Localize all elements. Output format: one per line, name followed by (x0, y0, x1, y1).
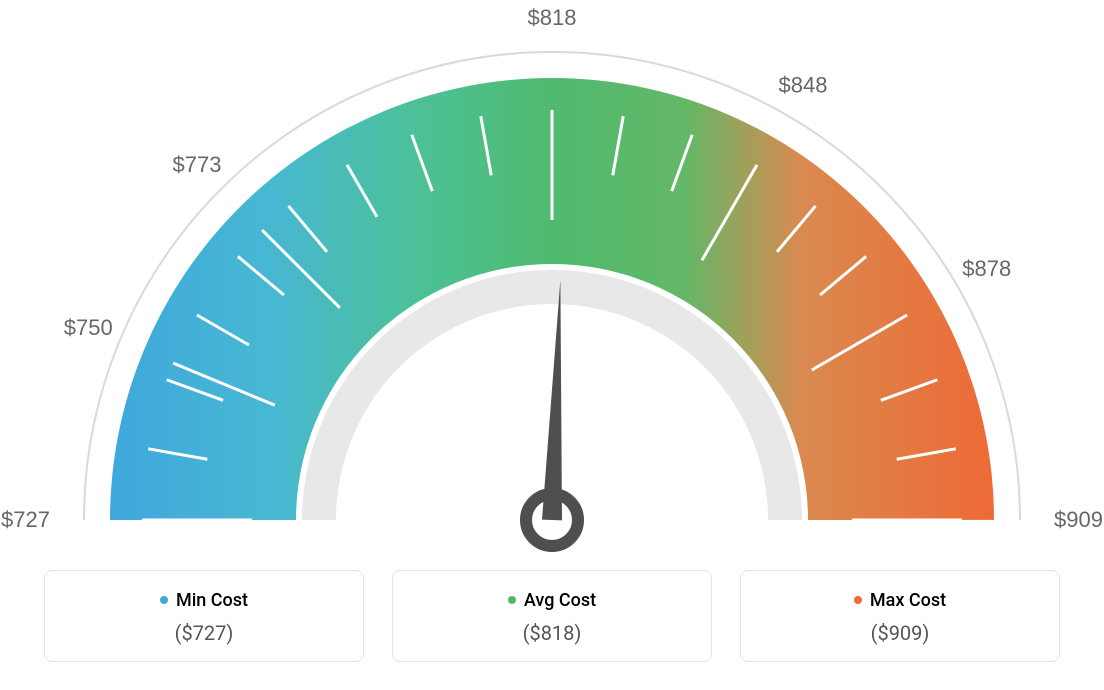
svg-text:$773: $773 (173, 152, 222, 177)
legend-max-label-wrap: Max Cost (854, 590, 946, 611)
svg-text:$878: $878 (962, 256, 1011, 281)
svg-text:$909: $909 (1054, 507, 1103, 532)
svg-text:$727: $727 (1, 507, 50, 532)
svg-text:$818: $818 (528, 5, 577, 30)
legend-avg-dot (508, 596, 516, 604)
legend-max-dot (854, 596, 862, 604)
legend-avg: Avg Cost ($818) (392, 570, 712, 662)
legend-avg-value: ($818) (403, 621, 701, 645)
gauge-svg: $727 $750 $773 $818 $848 $878 $909 (0, 0, 1104, 560)
legend-max: Max Cost ($909) (740, 570, 1060, 662)
svg-text:$750: $750 (64, 315, 113, 340)
legend-max-label: Max Cost (870, 590, 946, 611)
legend-min-label-wrap: Min Cost (160, 590, 248, 611)
legend-avg-label: Avg Cost (524, 590, 596, 611)
legend-min-label: Min Cost (176, 590, 248, 611)
svg-text:$848: $848 (779, 72, 828, 97)
legend-min-dot (160, 596, 168, 604)
gauge-chart: $727 $750 $773 $818 $848 $878 $909 (0, 0, 1104, 560)
legend-row: Min Cost ($727) Avg Cost ($818) Max Cost… (0, 570, 1104, 662)
legend-max-value: ($909) (751, 621, 1049, 645)
legend-avg-label-wrap: Avg Cost (508, 590, 596, 611)
legend-min-value: ($727) (55, 621, 353, 645)
legend-min: Min Cost ($727) (44, 570, 364, 662)
